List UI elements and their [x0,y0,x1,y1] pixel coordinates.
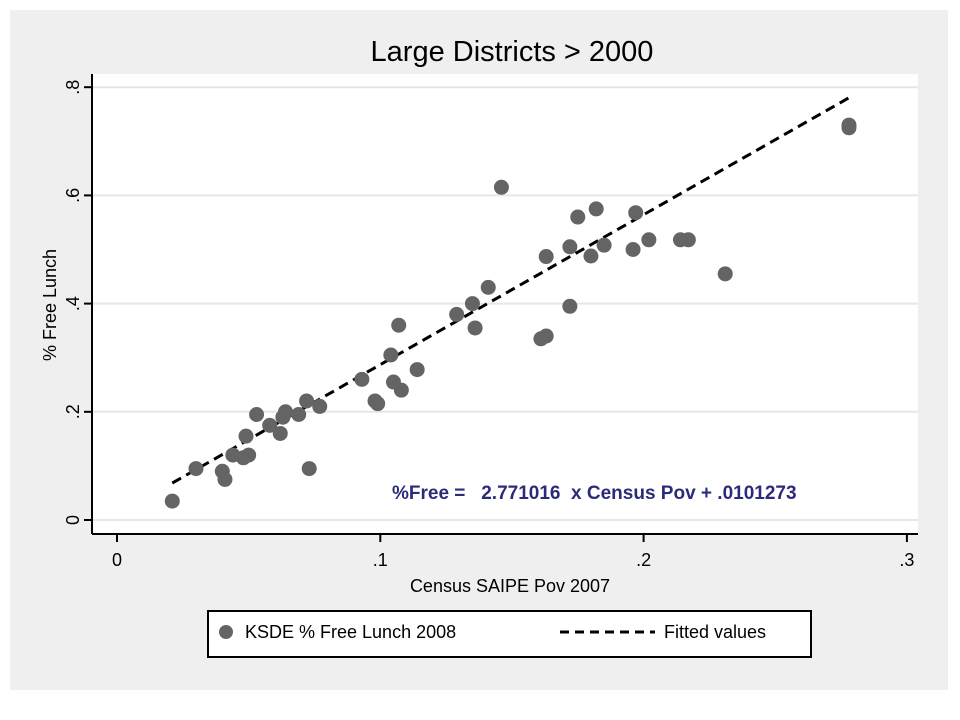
scatter-point-41 [641,232,657,248]
scatter-point-3 [217,471,233,487]
scatter-point-38 [596,237,612,253]
scatter-point-1 [188,461,204,477]
scatter-point-34 [562,239,578,255]
scatter-point-22 [391,317,407,333]
scatter-point-23 [393,382,409,398]
legend-label-fitted: Fitted values [664,622,766,642]
scatter-point-43 [680,232,696,248]
scatter-point-19 [370,396,386,412]
grid-lines [92,86,918,521]
y-axis-label: % Free Lunch [40,249,60,361]
x-tick-label-2: .2 [636,550,651,570]
scatter-point-24 [409,362,425,378]
y-tick-label-3: .6 [63,188,83,203]
scatter-point-20 [383,347,399,363]
y-tick-label-1: .2 [63,404,83,419]
scatter-point-31 [538,328,554,344]
scatter-point-29 [493,179,509,195]
legend-box [207,610,812,658]
y-tick-label-2: .4 [63,296,83,311]
scatter-point-37 [588,201,604,217]
scatter-point-6 [238,428,254,444]
scatter-points-layer [164,117,857,509]
scatter-point-26 [464,296,480,312]
regression-equation-annotation: %Free = 2.771016 x Census Pov + .0101273 [392,483,797,504]
y-tick-label-0: 0 [63,515,83,525]
scatter-point-35 [570,209,586,225]
scatter-point-13 [291,407,307,423]
scatter-point-17 [354,371,370,387]
chart-title: Large Districts > 2000 [371,36,654,68]
scatter-point-36 [583,248,599,264]
scatter-point-9 [262,417,278,433]
scatter-point-25 [449,306,465,322]
scatter-point-16 [312,398,328,414]
x-tick-label-0: 0 [112,550,122,570]
scatter-point-12 [278,404,294,420]
scatter-point-46 [841,120,857,136]
x-axis-ticks: 0 .1 .2 .3 [112,534,914,570]
scatter-point-27 [467,320,483,336]
legend-label-scatter: KSDE % Free Lunch 2008 [245,622,456,642]
scatter-point-10 [272,425,288,441]
y-axis-ticks: 0 .2 .4 .6 .8 [63,80,92,525]
scatter-point-0 [164,493,180,509]
scatter-point-15 [301,461,317,477]
scatter-point-7 [241,447,257,463]
legend-marker-scatter [219,625,233,639]
x-axis-label: Census SAIPE Pov 2007 [410,576,610,596]
scatter-point-33 [562,298,578,314]
scatter-point-39 [625,242,641,257]
scatter-point-14 [299,393,315,409]
scatter-point-32 [538,249,554,265]
y-tick-label-4: .8 [63,80,83,95]
x-tick-label-3: .3 [899,550,914,570]
legend: KSDE % Free Lunch 2008 Fitted values [207,610,812,658]
scatter-point-28 [480,279,496,295]
scatter-point-44 [717,266,733,282]
scatter-point-40 [628,205,644,221]
scatter-point-8 [249,407,265,423]
x-tick-label-1: .1 [373,550,388,570]
